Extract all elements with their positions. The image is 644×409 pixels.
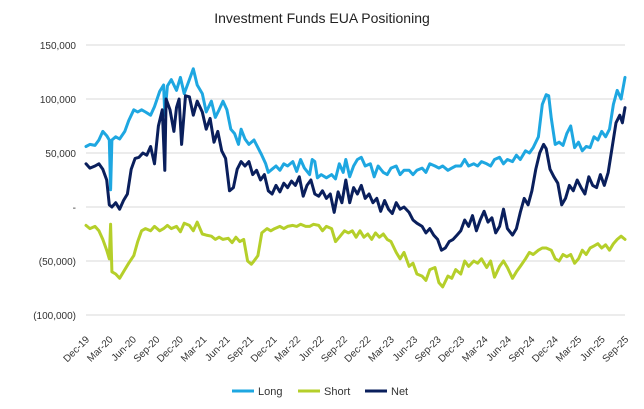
gridlines — [86, 44, 625, 316]
x-tick-label: Mar-21 — [179, 334, 209, 364]
legend-label-short: Short — [324, 386, 350, 398]
y-tick-label: 150,000 — [40, 41, 77, 52]
y-tick-label: - — [73, 203, 76, 214]
x-tick-label: Mar-25 — [554, 334, 584, 364]
series-line-net — [84, 94, 627, 252]
x-tick-label: Mar-22 — [273, 334, 303, 364]
x-tick-label: Sep-25 — [601, 334, 632, 365]
x-tick-label: Mar-24 — [460, 334, 490, 364]
x-axis-tick-labels: Dec-19Mar-20Jun-20Sep-20Dec-20Mar-21Jun-… — [62, 334, 632, 365]
x-tick-label: Mar-20 — [85, 334, 115, 364]
y-tick-label: 50,000 — [45, 149, 76, 160]
x-tick-label: Mar-23 — [367, 334, 397, 364]
y-axis-tick-labels: 150,000 100,000 50,000 - (50,000) (100,000) — [33, 41, 76, 322]
chart-title: Investment Funds EUA Positioning — [214, 10, 430, 26]
legend: Long Short Net — [232, 386, 408, 398]
y-tick-label: (100,000) — [33, 311, 76, 322]
y-tick-label: (50,000) — [39, 257, 76, 268]
series-line-long — [84, 67, 627, 192]
legend-label-long: Long — [258, 386, 282, 398]
legend-label-net: Net — [391, 386, 408, 398]
series-line-short — [84, 220, 627, 289]
series-lines — [84, 67, 627, 289]
y-tick-label: 100,000 — [40, 95, 77, 106]
